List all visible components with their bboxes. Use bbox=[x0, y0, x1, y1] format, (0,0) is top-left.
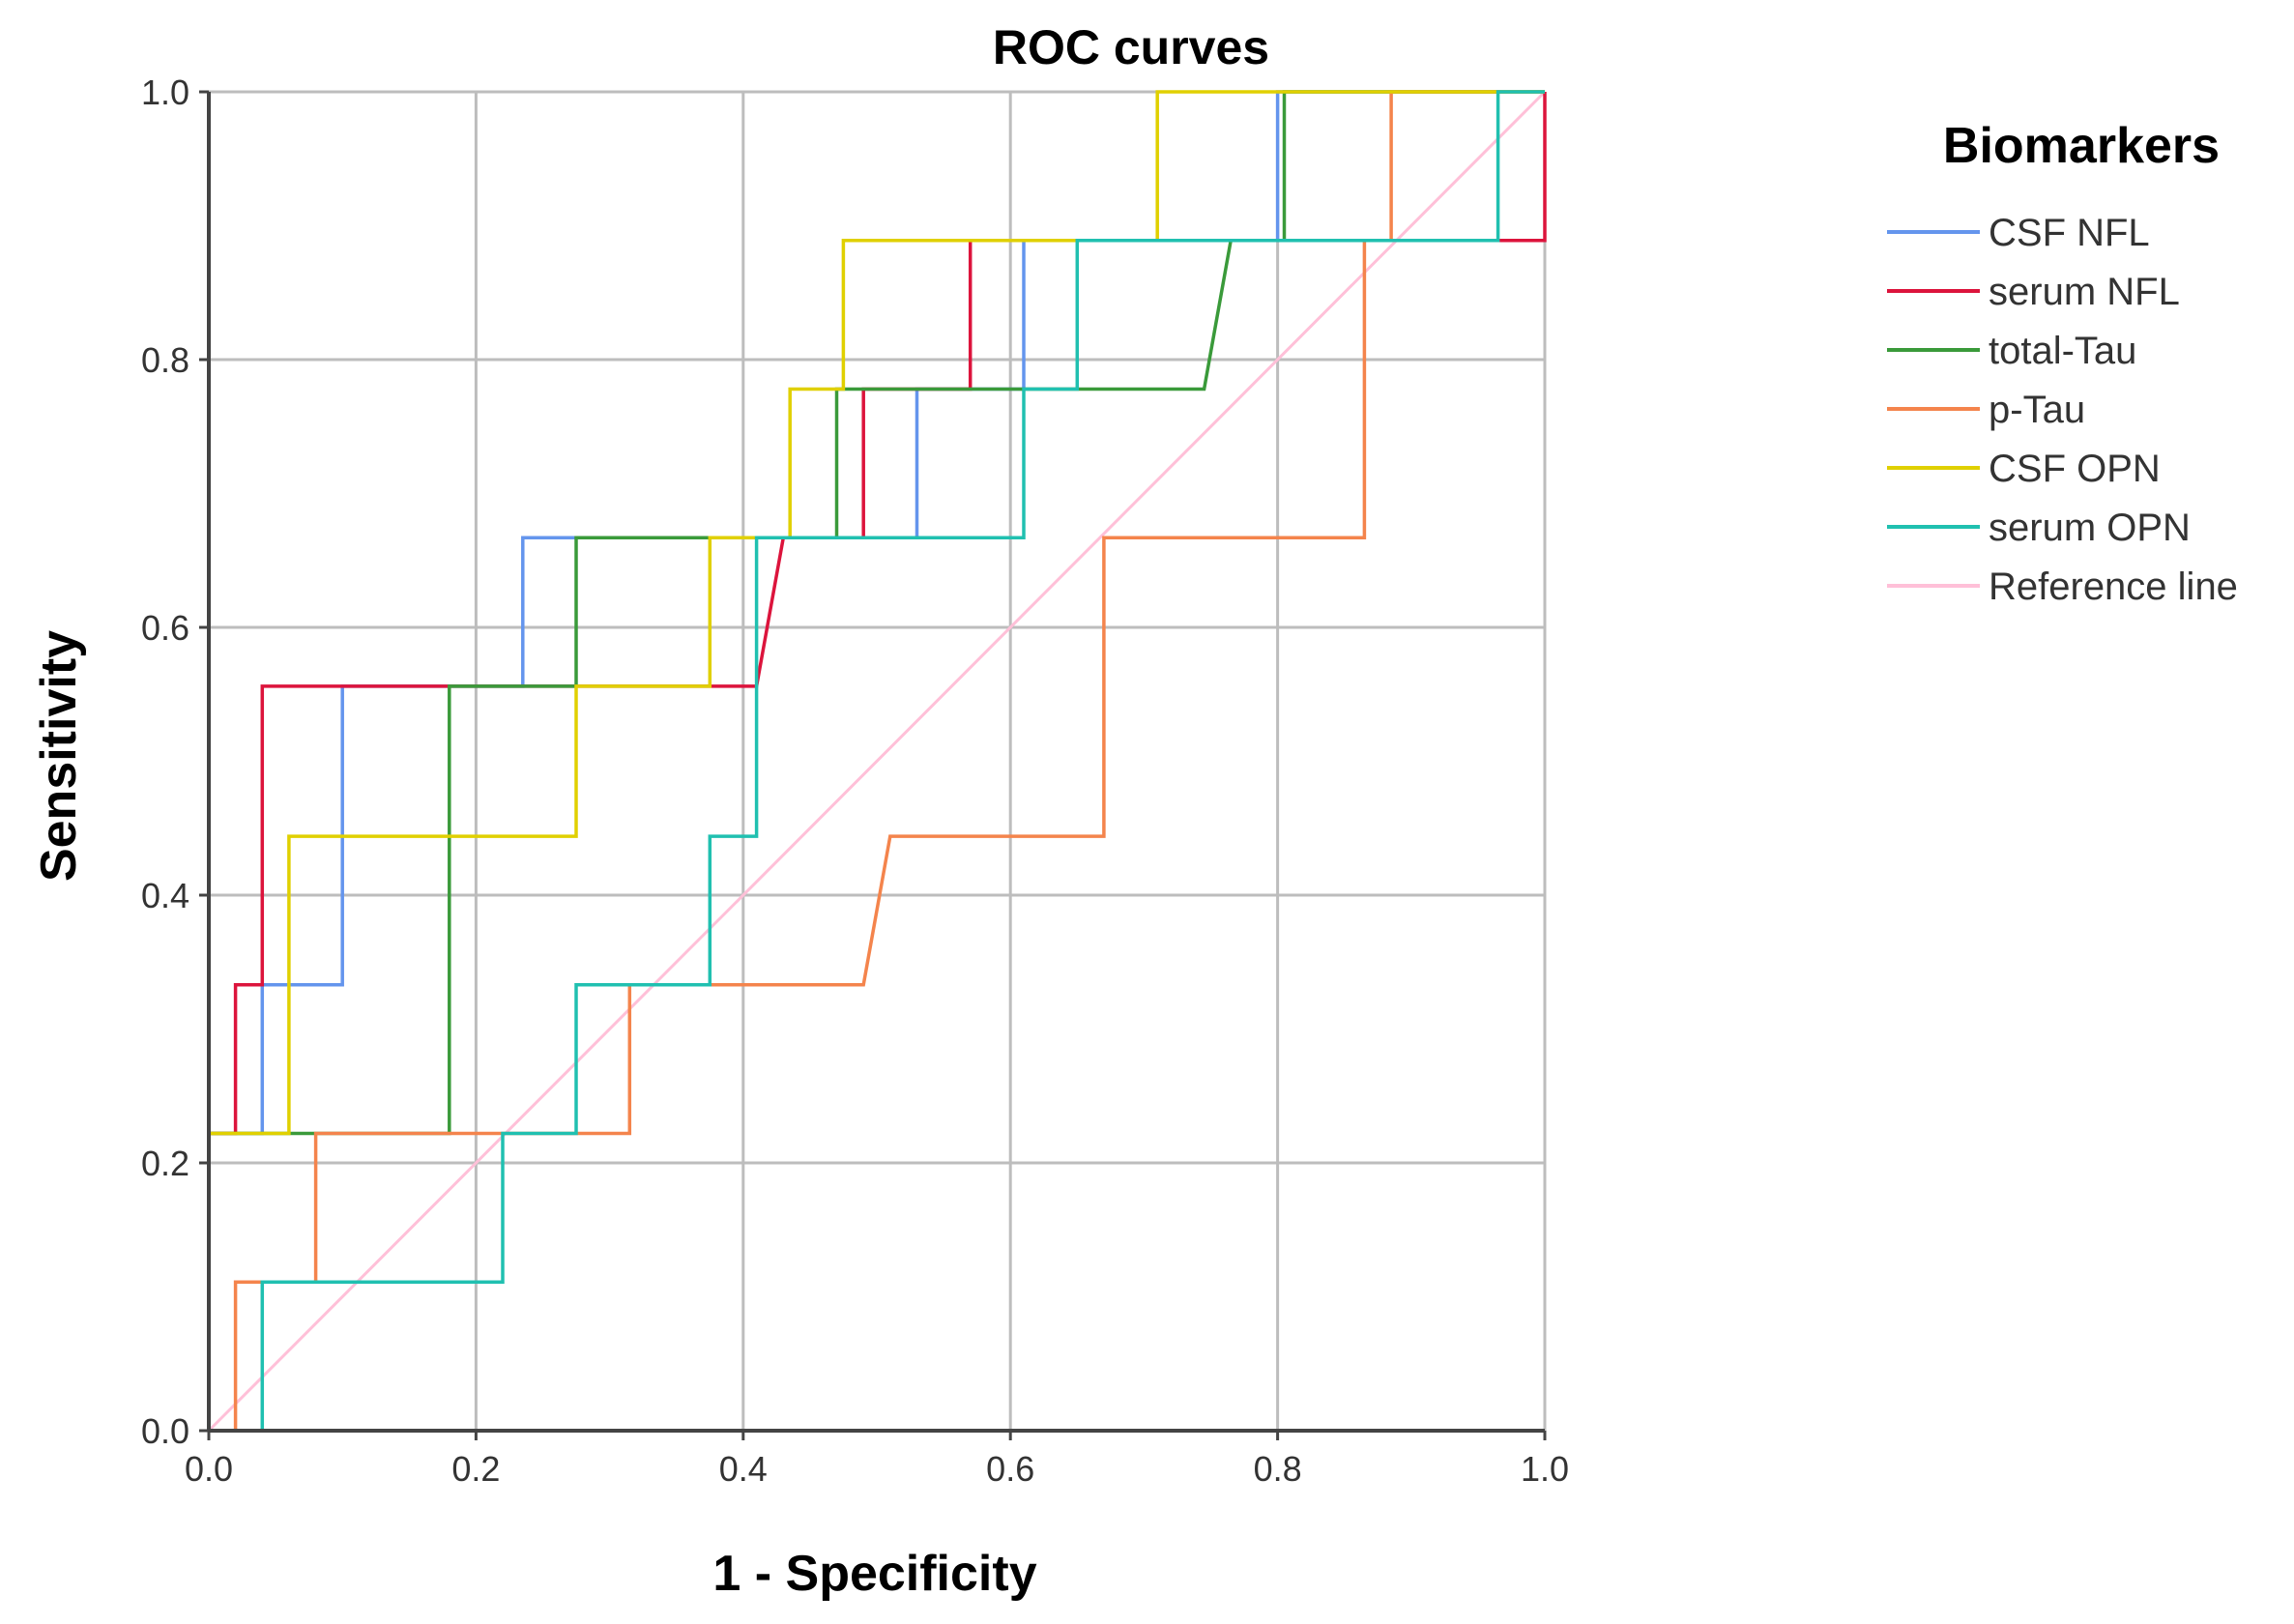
series-line-serum-nfl bbox=[207, 92, 1547, 1431]
x-tick-label: 1.0 bbox=[1521, 1449, 1569, 1489]
axes bbox=[199, 90, 1547, 1440]
chart-title: ROC curves bbox=[993, 20, 1269, 74]
y-tick-label: 0.8 bbox=[141, 340, 189, 380]
legend-label-p-tau: p-Tau bbox=[1989, 389, 2085, 431]
series-line-csf-opn bbox=[207, 90, 1545, 1431]
y-tick-label: 0.6 bbox=[141, 608, 189, 648]
x-tick-label: 0.4 bbox=[719, 1449, 768, 1489]
x-tick-label: 0.8 bbox=[1254, 1449, 1302, 1489]
series-line-serum-opn bbox=[209, 90, 1545, 1433]
legend-title: Biomarkers bbox=[1943, 118, 2220, 174]
legend-label-reference-line: Reference line bbox=[1989, 566, 2238, 608]
legend-label-total-tau: total-Tau bbox=[1989, 330, 2136, 372]
legend-label-csf-opn: CSF OPN bbox=[1989, 448, 2161, 490]
legend-label-serum-nfl: serum NFL bbox=[1989, 271, 2180, 313]
legend-items: CSF NFL serum NFL total-Tau p-Tau CSF OPN ser… bbox=[1887, 212, 2238, 608]
reference-line-layer bbox=[207, 90, 1547, 1433]
series-line-reference-line bbox=[207, 90, 1547, 1433]
y-tick-label: 0.0 bbox=[141, 1411, 189, 1451]
x-axis-label: 1 - Specificity bbox=[712, 1546, 1036, 1602]
y-ticks: 0.0 0.2 0.4 0.6 0.8 1.0 bbox=[141, 72, 189, 1451]
legend: Biomarkers CSF NFL serum NFL total-Tau p-Ta… bbox=[1887, 118, 2238, 608]
y-tick-label: 0.2 bbox=[141, 1144, 189, 1183]
x-tick-label: 0.2 bbox=[451, 1449, 500, 1489]
x-tick-label: 0.0 bbox=[185, 1449, 233, 1489]
y-tick-label: 0.4 bbox=[141, 876, 189, 915]
legend-label-serum-opn: serum OPN bbox=[1989, 507, 2191, 549]
x-tick-label: 0.6 bbox=[986, 1449, 1034, 1489]
series-layer bbox=[207, 90, 1547, 1433]
y-tick-label: 1.0 bbox=[141, 72, 189, 112]
legend-label-csf-nfl: CSF NFL bbox=[1989, 212, 2150, 254]
x-ticks: 0.0 0.2 0.4 0.6 0.8 1.0 bbox=[185, 1449, 1569, 1489]
y-axis-label: Sensitivity bbox=[31, 630, 87, 882]
